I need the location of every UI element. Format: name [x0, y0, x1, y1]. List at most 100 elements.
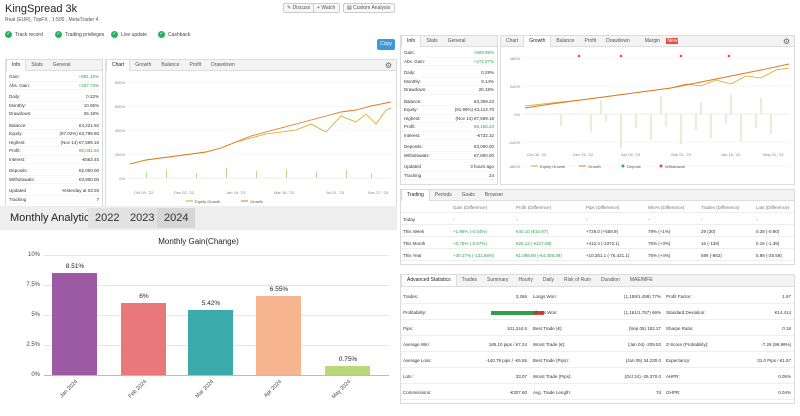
tab-hourly[interactable]: Hourly	[518, 277, 533, 283]
bar[interactable]	[256, 296, 301, 375]
table-cell: 598 (-952)	[701, 253, 722, 258]
table-cell: Lots (Difference)	[756, 205, 790, 210]
bar[interactable]	[325, 366, 370, 375]
tab-general[interactable]: General	[52, 62, 71, 68]
table-cell: -	[701, 217, 703, 222]
monthly-analytics-header: Monthly Analytics 2022 2023 2024	[0, 206, 397, 230]
tab-mae-mfe[interactable]: MAE/MFE	[629, 277, 653, 283]
tab-chart[interactable]: Chart	[106, 60, 131, 71]
equity-growth-line	[524, 67, 790, 107]
table-header: Gain (Difference) Profit (Difference) Pips…	[401, 203, 794, 213]
tab-summary[interactable]: Summary	[487, 277, 509, 283]
table-cell: Average Win:	[403, 342, 430, 347]
info-value: €4,221.92	[78, 122, 99, 128]
tab-info[interactable]: Info	[6, 60, 27, 71]
tab-browser[interactable]: Browser	[484, 192, 504, 198]
tab-goals[interactable]: Goals	[461, 192, 475, 198]
info-value: Yesterday at 03:26	[61, 188, 99, 193]
table-cell: 75% (+3%)	[648, 241, 671, 246]
tab-balance[interactable]: Balance	[161, 62, 180, 68]
info-value: (Nov 14) €7,599.18	[60, 139, 99, 145]
legend-deposit: Deposit	[627, 164, 641, 169]
info-label: Updated	[404, 164, 422, 169]
badge-cashback: ✓ Cashback	[158, 31, 191, 39]
xtick: Jan 16, '24	[721, 152, 741, 157]
watch-button[interactable]: + Watch	[313, 3, 341, 13]
copy-button[interactable]: Copy	[377, 39, 395, 50]
settings-icon[interactable]: ⚙	[384, 61, 392, 70]
ytick: 240%	[510, 84, 521, 89]
tab-drawdown[interactable]: Drawdown	[606, 38, 630, 44]
discuss-button[interactable]: ✎ Discuss	[283, 3, 316, 13]
tab-growth[interactable]: Growth	[135, 62, 152, 68]
table-cell: 0.28 (-0.90)	[756, 229, 780, 234]
info-value: (91.99%) €3,113.70	[454, 107, 494, 112]
table-cell: €1,098.80 (-€4,359.39)	[516, 253, 562, 258]
tab-chart[interactable]: Chart	[506, 38, 519, 44]
info-row: Deposits: €2,000.00	[9, 167, 99, 176]
tab-risk-of-ruin[interactable]: Risk of Ruin	[564, 277, 591, 283]
table-cell: Trades (Difference)	[701, 205, 740, 210]
advanced-statistics-panel: Advanced Statistics Trades Summary Hourly Da…	[400, 274, 795, 404]
table-cell: Lots :	[403, 374, 415, 379]
right-info-tabs: Info Stats General	[401, 36, 497, 47]
table-cell: -140.78 pips / -€5.65	[485, 358, 527, 363]
tab-daily[interactable]: Daily	[542, 277, 555, 283]
tab-info[interactable]: Info	[401, 36, 422, 47]
tab-periods[interactable]: Periods	[434, 192, 452, 198]
info-row: Gain: +881.15%	[9, 73, 99, 82]
badge-track-record: ✓ Track record	[5, 31, 43, 39]
year-tab-2024[interactable]: 2024	[157, 208, 196, 228]
table-cell: 7d	[655, 390, 661, 395]
tab-stats[interactable]: Stats	[31, 62, 43, 68]
custom-analysis-button[interactable]: ▤ Custom Analysis	[343, 3, 396, 13]
info-label: Tracking	[404, 172, 422, 178]
ytick: 7.5%	[26, 282, 40, 288]
table-cell: (Sep 05) 152.27	[628, 326, 661, 331]
table-cell: Pips:	[403, 326, 414, 331]
table-cell: (Oct 24) -29,370.0	[624, 374, 661, 379]
xtick: Apr 2024	[262, 379, 283, 400]
ytick: -240%	[508, 140, 520, 145]
tab-profit[interactable]: Profit	[189, 62, 202, 68]
analysis-icon: ▤	[347, 5, 354, 11]
tab-general[interactable]: General	[447, 38, 466, 44]
equity-growth-line	[129, 107, 392, 165]
info-row: Highest: (Nov 14) €7,599.18	[404, 115, 494, 123]
tab-stats[interactable]: Stats	[426, 38, 438, 44]
bar[interactable]	[121, 303, 166, 375]
info-label: Equity:	[9, 131, 23, 136]
table-cell: -	[516, 217, 518, 222]
tab-growth[interactable]: Growth	[523, 36, 552, 47]
table-row: Trades: 3,266 Longs Won: (1,159/1,499) 77% P…	[401, 290, 794, 304]
table-cell: €14.414	[774, 310, 791, 315]
tab-advanced-statistics[interactable]: Advanced Statistics	[401, 275, 457, 286]
bar[interactable]	[188, 309, 233, 375]
table-cell: Z-Score (Probability):	[666, 342, 709, 347]
tab-profit[interactable]: Profit	[584, 38, 597, 44]
trading-tabs: Trading Periods Goals Browser	[401, 190, 794, 201]
legend-withdrawal: Withdrawal	[665, 164, 685, 169]
tab-margin[interactable]: Margin New	[644, 38, 679, 44]
tab-trading[interactable]: Trading	[401, 190, 430, 201]
bar[interactable]	[52, 272, 97, 375]
tab-balance[interactable]: Balance	[556, 38, 575, 44]
info-value: -€563.45	[81, 156, 99, 162]
tab-trades[interactable]: Trades	[461, 277, 478, 283]
table-cell: Avg. Trade Length:	[533, 390, 571, 395]
xtick: Oct 08, '22	[527, 152, 547, 157]
year-tab-2022[interactable]: 2022	[88, 208, 127, 228]
info-value: €6,031.92	[78, 148, 99, 153]
info-value: €3,000.00	[473, 144, 494, 149]
tab-duration[interactable]: Duration	[600, 277, 620, 283]
settings-icon[interactable]: ⚙	[782, 37, 790, 46]
year-tab-2023[interactable]: 2023	[123, 208, 162, 228]
info-row: Balance: €3,359.23	[404, 98, 494, 106]
xtick: Oct 09, '22	[134, 190, 154, 195]
tab-drawdown[interactable]: Drawdown	[211, 62, 235, 68]
table-cell: Worst Trade (Pips):	[533, 374, 572, 379]
table-cell: Pips (Difference)	[586, 205, 620, 210]
ytick: 10%	[27, 252, 40, 258]
xtick: Jan 19, '23	[226, 190, 246, 195]
table-cell: 79% (+1%)	[648, 229, 671, 234]
